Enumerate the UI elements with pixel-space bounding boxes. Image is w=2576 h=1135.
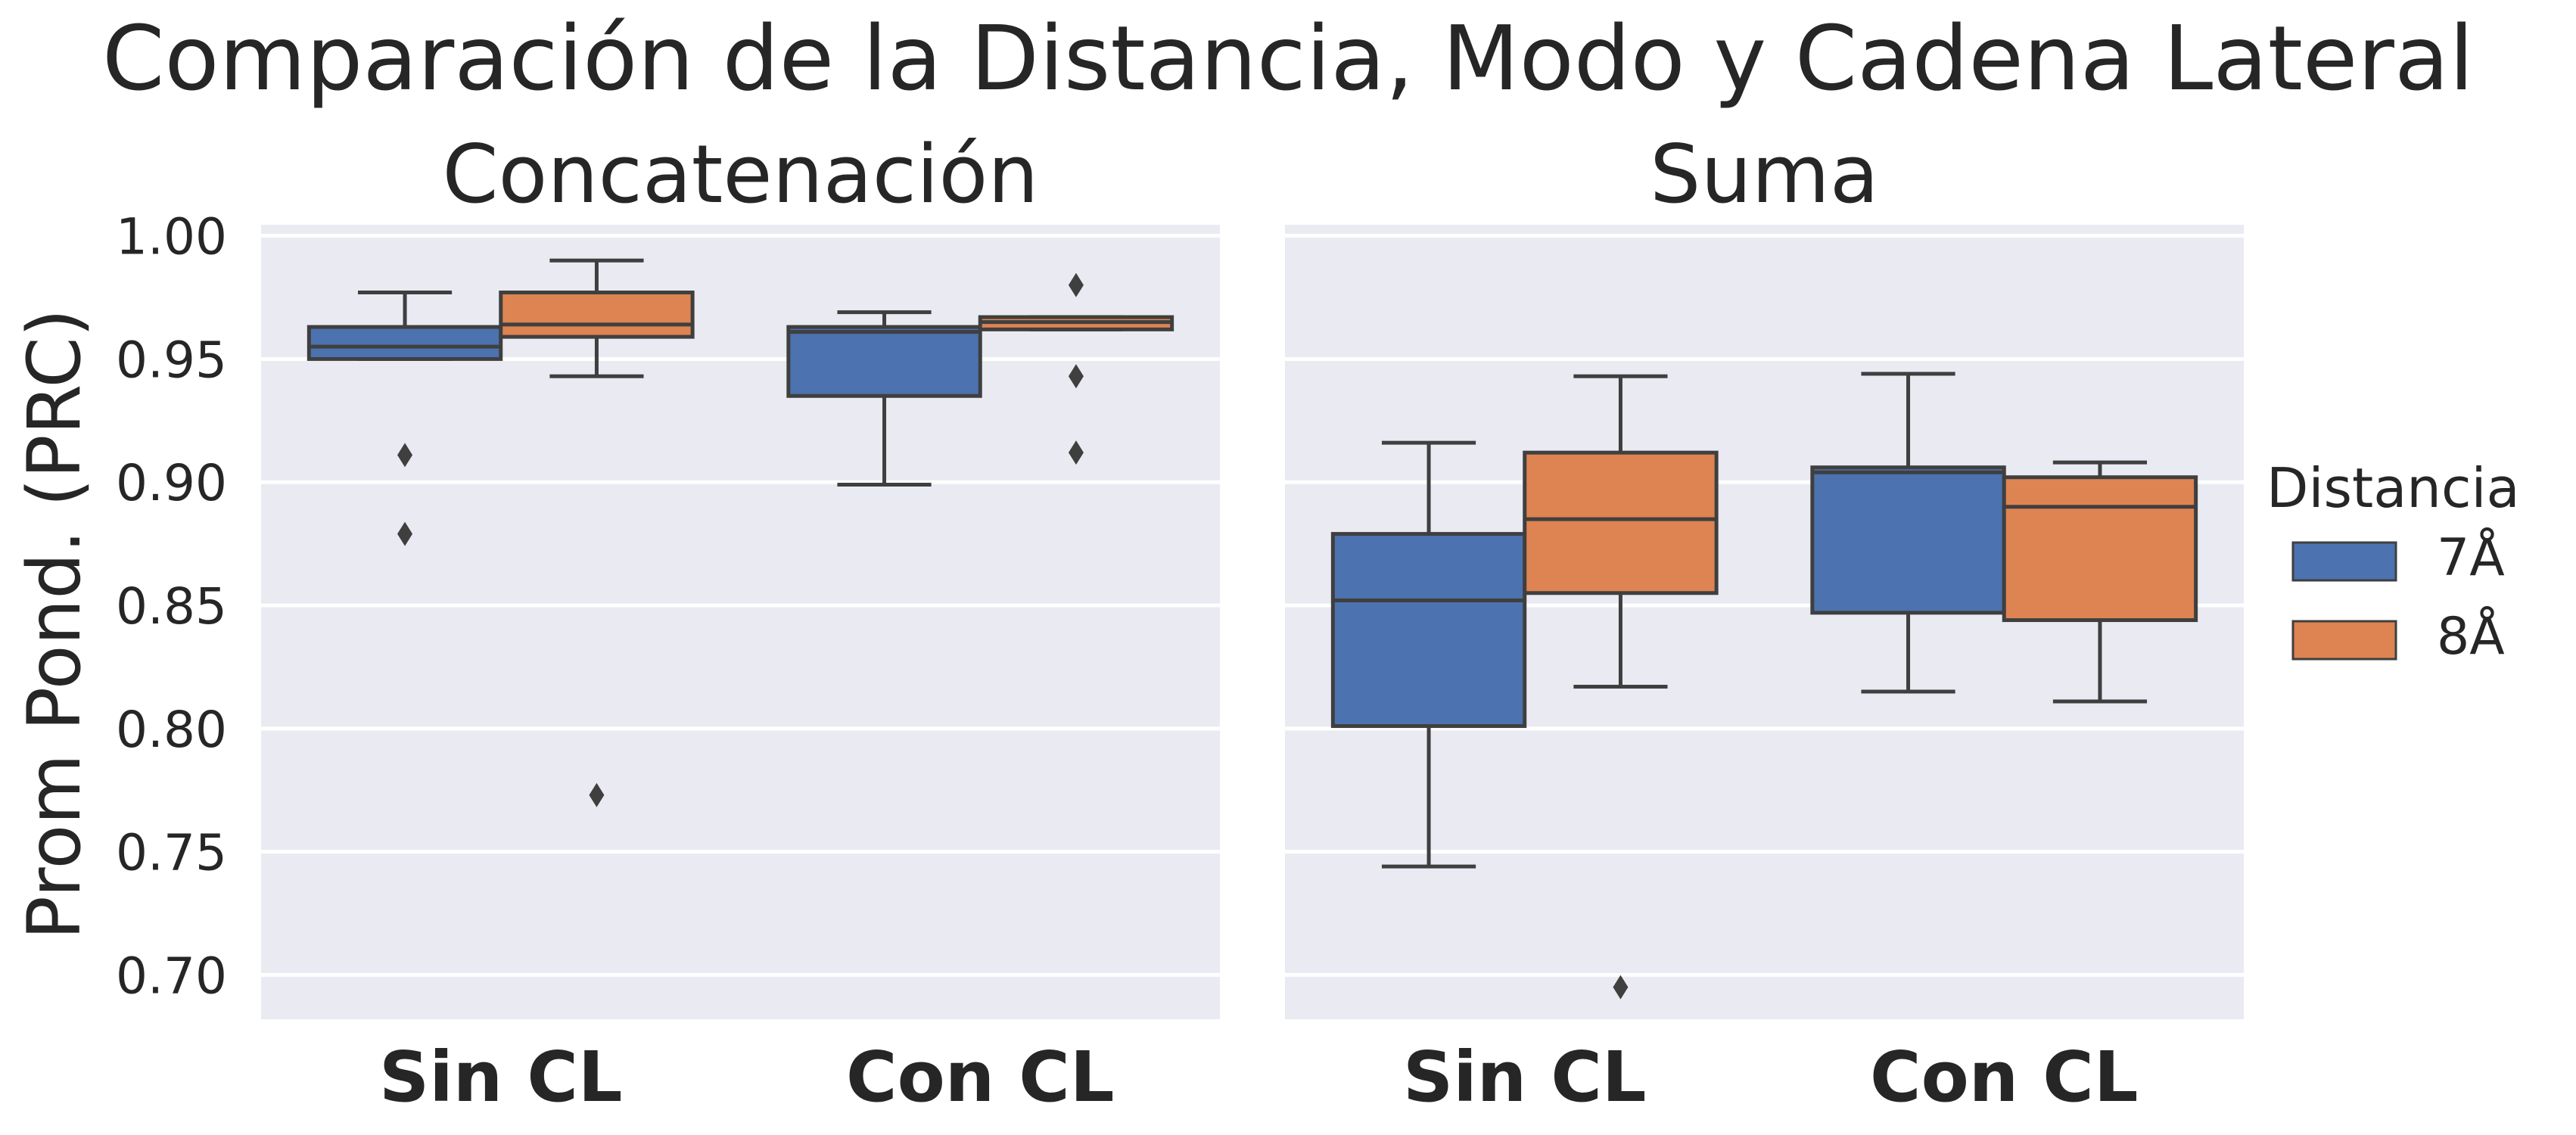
box-8Å (499, 291, 695, 339)
y-tick-label: 1.00 (116, 208, 227, 266)
legend-title: Distancia (2266, 456, 2520, 520)
outlier-point (397, 521, 413, 546)
outlier-point (1613, 975, 1629, 1000)
legend-label: 7Å (2437, 527, 2505, 588)
legend-swatch-7Å (2291, 541, 2397, 582)
y-tick-label: 0.80 (116, 701, 227, 759)
box-8Å (2002, 475, 2198, 623)
x-tick-label: Sin CL (379, 1037, 622, 1118)
legend: Distancia 7Å 8Å (2266, 456, 2520, 667)
y-tick-label: 0.70 (116, 947, 227, 1005)
chart-title: Comparación de la Distancia, Modo y Cade… (102, 6, 2474, 110)
box-group (1810, 372, 2198, 704)
box-group (1330, 374, 1719, 1000)
box-group (786, 272, 1174, 487)
outlier-point (1068, 272, 1084, 297)
y-axis-label: Prom Pond. (PRC) (12, 309, 97, 940)
box-7Å (786, 325, 982, 398)
box-7Å (1330, 532, 1527, 729)
y-tick-label: 0.85 (116, 577, 227, 636)
box-7Å (1810, 465, 2006, 615)
outlier-point (1068, 440, 1084, 465)
box-group (306, 258, 695, 807)
box-7Å (306, 325, 503, 361)
x-tick-label: Con CL (846, 1037, 1114, 1118)
x-tick-label: Con CL (1870, 1037, 2138, 1118)
outlier-point (589, 782, 605, 807)
y-tick-label: 0.95 (116, 331, 227, 389)
panel-title: Concatenación (443, 128, 1039, 221)
outlier-point (1068, 364, 1084, 389)
panel-title: Suma (1650, 128, 1879, 221)
x-tick-label: Sin CL (1403, 1037, 1646, 1118)
panel-2: Suma Sin CL Con CL (1285, 128, 2244, 1118)
panel-1: Concatenación 0.70 0.75 0.80 0.85 0.90 0.95 1.0… (116, 128, 1220, 1118)
panels: Concatenación 0.70 0.75 0.80 0.85 0.90 0.95 1.0… (116, 128, 2244, 1118)
legend-label: 8Å (2437, 605, 2505, 667)
outlier-point (397, 443, 413, 468)
y-tick-label: 0.90 (116, 454, 227, 512)
legend-swatch-8Å (2291, 620, 2397, 661)
box-8Å (1523, 450, 1719, 595)
y-tick-label: 0.75 (116, 824, 227, 882)
